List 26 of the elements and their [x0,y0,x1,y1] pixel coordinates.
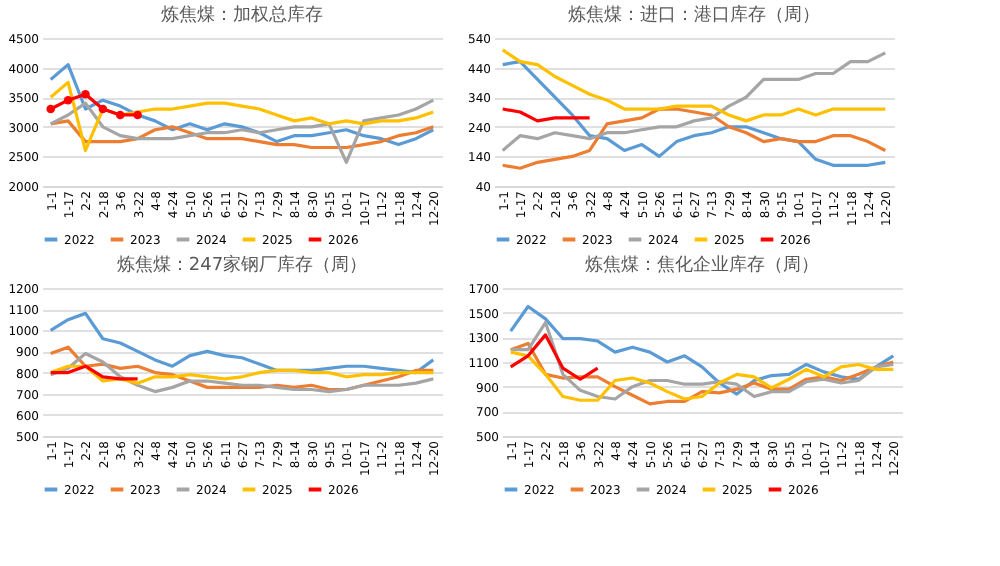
line-series [49,63,435,147]
chart-title: 炼焦煤：焦化企业库存（周） [585,254,819,276]
line-series [49,80,435,153]
line-series [501,51,887,153]
line-series [49,119,435,150]
chart-title: 炼焦煤：加权总库存 [161,4,323,26]
line-series [501,107,887,170]
line-series [509,333,600,381]
line-series [49,364,435,385]
point [46,104,55,114]
line-series [509,350,895,402]
point [133,110,142,120]
point [98,104,108,114]
line-series [501,48,887,123]
line-series [509,320,895,401]
chart-title: 炼焦煤：进口：港口库存（周） [568,4,820,26]
line-series [49,364,140,381]
line-series [49,311,435,375]
line-series [509,304,895,396]
point [116,110,125,120]
point [63,95,73,105]
line-series [509,341,895,406]
chart-title: 炼焦煤：247家钢厂库存（周） [116,254,368,276]
point [81,90,90,99]
line-series [49,98,435,164]
line-series [501,60,887,167]
